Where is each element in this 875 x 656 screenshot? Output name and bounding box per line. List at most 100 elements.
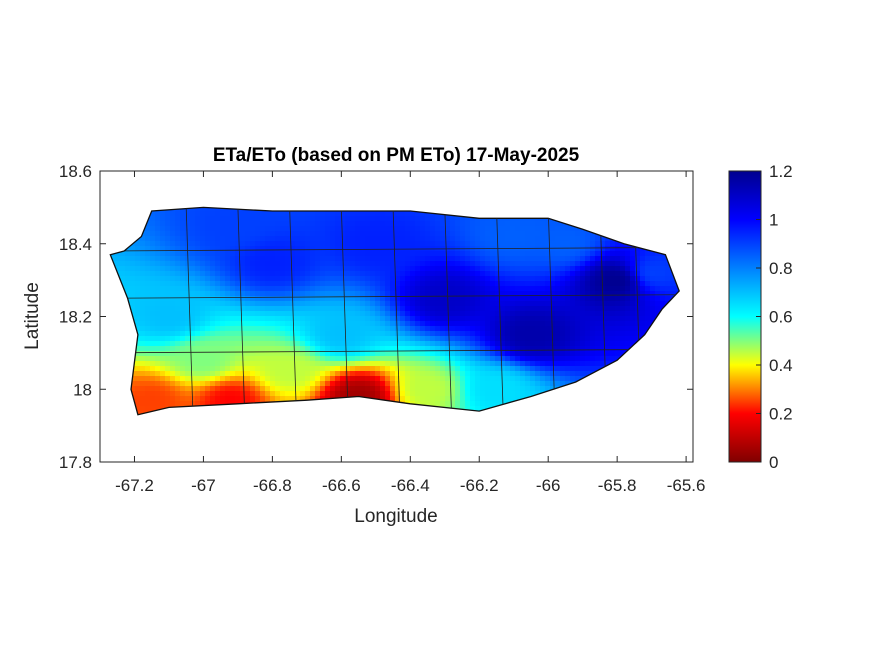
heatmap-cell [170,386,176,392]
heatmap-cell [490,371,496,377]
heatmap-cell [445,371,451,377]
heatmap-cell [490,266,496,272]
heatmap-cell [405,396,411,402]
heatmap-cell [375,381,381,387]
heatmap-cell [280,331,286,337]
heatmap-cell [360,356,366,362]
heatmap-cell [375,371,381,377]
heatmap-cell [355,316,361,322]
heatmap-cell [255,336,261,342]
heatmap-cell [410,286,416,292]
heatmap-cell [440,301,446,307]
heatmap-cell [235,386,241,392]
heatmap-cell [195,396,201,402]
heatmap-cell [175,231,181,237]
heatmap-cell [485,391,491,397]
heatmap-cell [395,241,401,247]
heatmap-cell [390,371,396,377]
heatmap-cell [465,316,471,322]
heatmap-cell [140,291,146,297]
heatmap-cell [350,291,356,297]
heatmap-cell [500,291,506,297]
heatmap-cell [205,261,211,267]
heatmap-cell [195,296,201,302]
heatmap-cell [305,346,311,352]
heatmap-cell [200,356,206,362]
heatmap-cell [225,386,231,392]
heatmap-cell [170,311,176,317]
heatmap-cell [470,221,476,227]
heatmap-cell [200,291,206,297]
heatmap-cell [295,276,301,282]
heatmap-cell [280,336,286,342]
heatmap-cell [200,276,206,282]
heatmap-cell [320,321,326,327]
heatmap-cell [230,311,236,317]
heatmap-cell [360,236,366,242]
heatmap-cell [480,311,486,317]
heatmap-cell [395,231,401,237]
heatmap-cell [475,296,481,302]
heatmap-cell [235,226,241,232]
heatmap-cell [420,356,426,362]
heatmap-cell [490,376,496,382]
heatmap-cell [175,251,181,257]
heatmap-cell [410,346,416,352]
heatmap-cell [480,406,486,412]
heatmap-cell [205,361,211,367]
heatmap-cell [245,216,251,222]
heatmap-cell [265,351,271,357]
heatmap-cell [360,221,366,227]
heatmap-cell [150,331,156,337]
heatmap-cell [435,306,441,312]
heatmap-cell [365,241,371,247]
heatmap-cell [295,341,301,347]
heatmap-cell [195,351,201,357]
heatmap-cell [360,281,366,287]
heatmap-cell [425,261,431,267]
heatmap-cell [495,311,501,317]
heatmap-cell [375,241,381,247]
heatmap-cell [375,226,381,232]
heatmap-cell [515,276,521,282]
heatmap-cell [425,306,431,312]
heatmap-cell [455,256,461,262]
heatmap-cell [455,281,461,287]
heatmap-cell [180,226,186,232]
heatmap-cell [315,311,321,317]
heatmap-cell [260,386,266,392]
heatmap-cell [495,271,501,277]
heatmap-cell [350,376,356,382]
heatmap-cell [245,396,251,402]
heatmap-cell [405,261,411,267]
heatmap-cell [335,391,341,397]
heatmap-cell [510,371,516,377]
heatmap-cell [455,361,461,367]
heatmap-cell [515,331,521,337]
heatmap-cell [405,226,411,232]
heatmap-cell [415,316,421,322]
heatmap-cell [160,331,166,337]
heatmap-cell [480,251,486,257]
heatmap-cell [205,321,211,327]
heatmap-cell [460,331,466,337]
heatmap-cell [460,286,466,292]
heatmap-cell [230,361,236,367]
heatmap-cell [410,296,416,302]
heatmap-cell [375,301,381,307]
heatmap-cell [135,391,141,397]
heatmap-cell [225,211,231,217]
heatmap-cell [115,256,121,262]
heatmap-cell [170,271,176,277]
heatmap-cell [370,311,376,317]
heatmap-cell [300,251,306,257]
heatmap-cell [310,336,316,342]
heatmap-cell [370,331,376,337]
heatmap-cell [140,236,146,242]
heatmap-cell [320,286,326,292]
heatmap-cell [245,301,251,307]
heatmap-cell [130,381,136,387]
heatmap-cell [205,291,211,297]
heatmap-cell [155,376,161,382]
heatmap-cell [225,276,231,282]
